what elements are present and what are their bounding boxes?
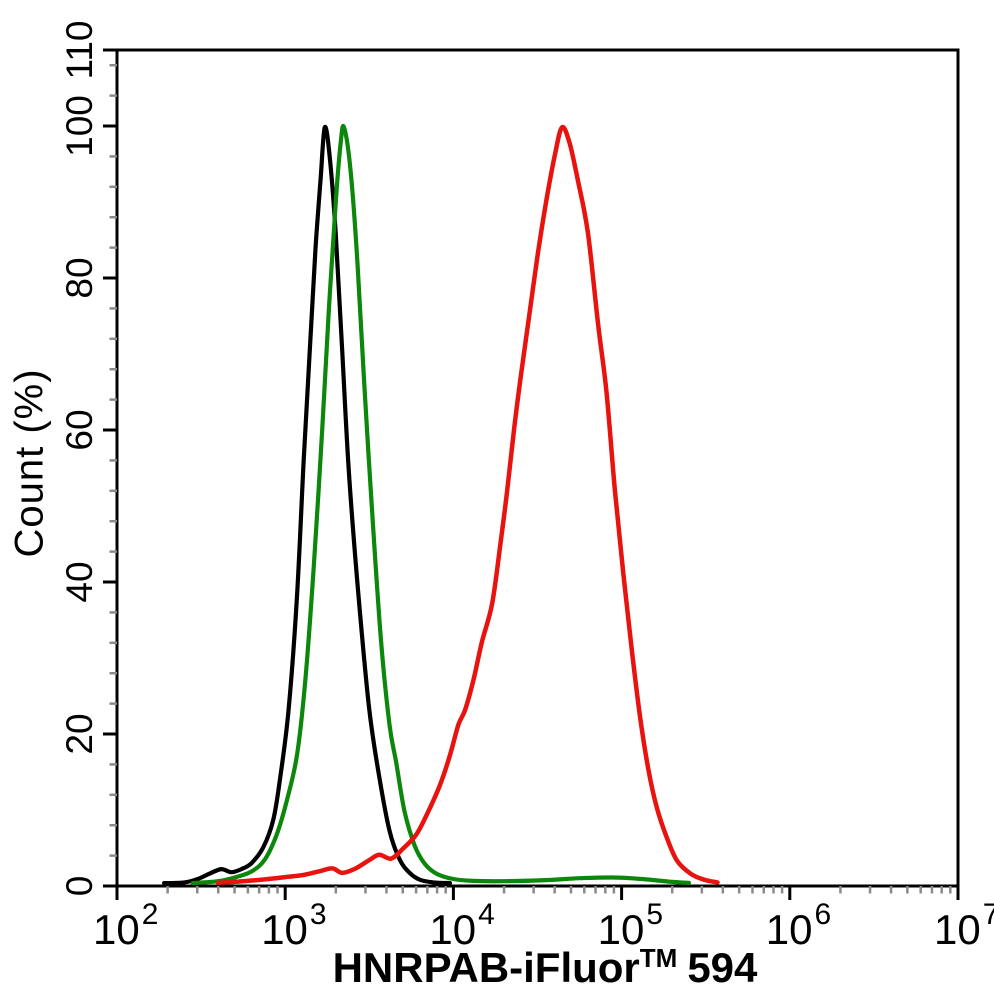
y-tick-label: 40 xyxy=(59,561,100,602)
y-tick-label: 110 xyxy=(59,21,100,80)
y-tick-label: 60 xyxy=(59,409,100,450)
y-tick-label: 100 xyxy=(59,95,100,157)
green-curve xyxy=(190,123,691,886)
axes-frame xyxy=(115,48,960,888)
y-tick-label: 0 xyxy=(59,876,100,897)
y-tick-label: 20 xyxy=(59,713,100,754)
x-axis-title-text: HNRPAB-iFluor xyxy=(332,944,640,991)
trademark-symbol: TM xyxy=(639,943,678,973)
x-axis-title: HNRPAB-iFluorTM 594 xyxy=(333,944,758,992)
x-tick-label: 107 xyxy=(934,898,994,953)
x-tick-label: 102 xyxy=(93,898,158,953)
x-tick-label: 103 xyxy=(261,898,326,953)
y-tick-label: 80 xyxy=(59,257,100,298)
black-curve xyxy=(162,124,453,886)
x-tick-label: 106 xyxy=(766,898,831,953)
y-axis-title: Count (%) xyxy=(7,368,52,558)
red-curve xyxy=(215,124,720,885)
x-axis-title-number: 594 xyxy=(687,944,758,991)
